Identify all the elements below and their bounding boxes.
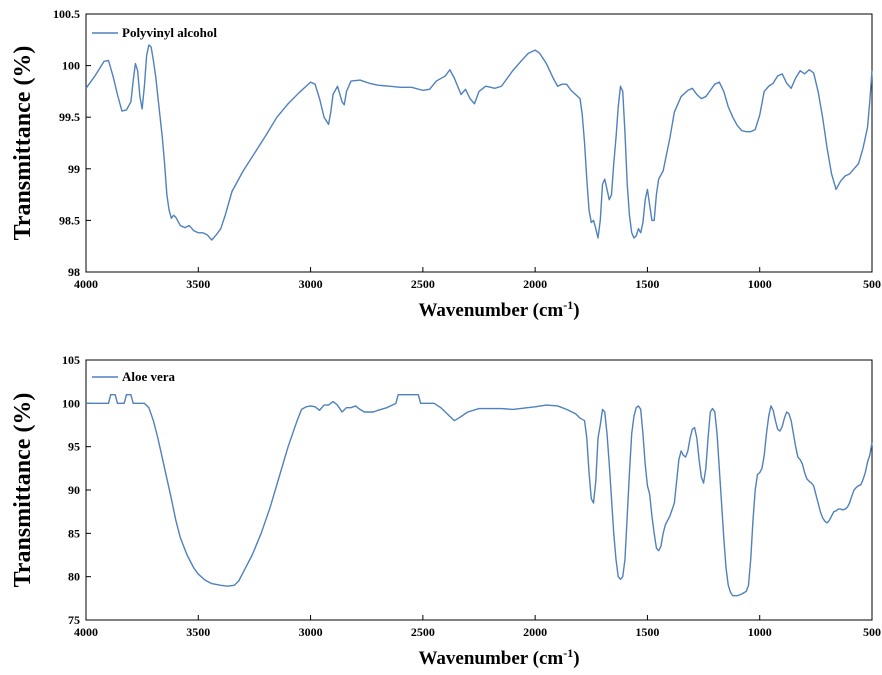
series-line-aloe-vera [86, 393, 873, 597]
y-tick-label: 95 [68, 440, 80, 454]
x-tick-label: 500 [863, 625, 881, 639]
x-tick-label: 1000 [748, 625, 772, 639]
y-axis-label: Transmittance (%) [10, 46, 36, 241]
plot-frame [85, 359, 873, 621]
x-tick-label: 4000 [74, 625, 98, 639]
x-tick-label: 3500 [186, 277, 210, 291]
y-tick-label: 98.5 [59, 213, 80, 227]
y-tick-label: 100 [62, 396, 80, 410]
y-tick-label: 105 [62, 353, 80, 367]
x-tick-label: 2500 [411, 277, 435, 291]
y-tick-label: 99.5 [59, 110, 80, 124]
x-tick-label: 2500 [411, 625, 435, 639]
x-tick-label: 2000 [523, 625, 547, 639]
legend-label: Polyvinyl alcohol [122, 25, 217, 40]
x-tick-label: 3000 [299, 625, 323, 639]
y-tick-label: 99 [68, 162, 80, 176]
x-tick-label: 2000 [523, 277, 547, 291]
x-tick-label: 3500 [186, 625, 210, 639]
y-tick-label: 100 [62, 59, 80, 73]
y-tick-label: 98 [68, 265, 80, 279]
y-tick-label: 80 [68, 570, 80, 584]
series-line-polyvinyl-alcohol [85, 44, 873, 241]
y-tick-label: 90 [68, 483, 80, 497]
x-axis-label: Wavenumber (cm-1) [418, 298, 579, 321]
x-tick-label: 500 [863, 277, 881, 291]
x-tick-label: 3000 [299, 277, 323, 291]
y-axis-label: Transmittance (%) [10, 393, 36, 588]
x-tick-label: 1500 [635, 277, 659, 291]
x-tick-label: 4000 [74, 277, 98, 291]
y-tick-label: 100.5 [53, 7, 80, 21]
y-tick-label: 85 [68, 526, 80, 540]
y-tick-label: 75 [68, 613, 80, 627]
chart-panel-2: 4000 3500 3000 2500 2000 1500 1000 500 75 80 85 90 9… [10, 353, 881, 669]
chart-panel-1: 4000 3500 3000 2500 2000 1500 1000 500 98 98.5 99 9… [10, 7, 881, 321]
plot-frame [85, 13, 873, 273]
x-tick-label: 1000 [748, 277, 772, 291]
x-tick-label: 1500 [635, 625, 659, 639]
legend-label: Aloe vera [122, 369, 176, 384]
x-axis-label: Wavenumber (cm-1) [418, 646, 579, 669]
